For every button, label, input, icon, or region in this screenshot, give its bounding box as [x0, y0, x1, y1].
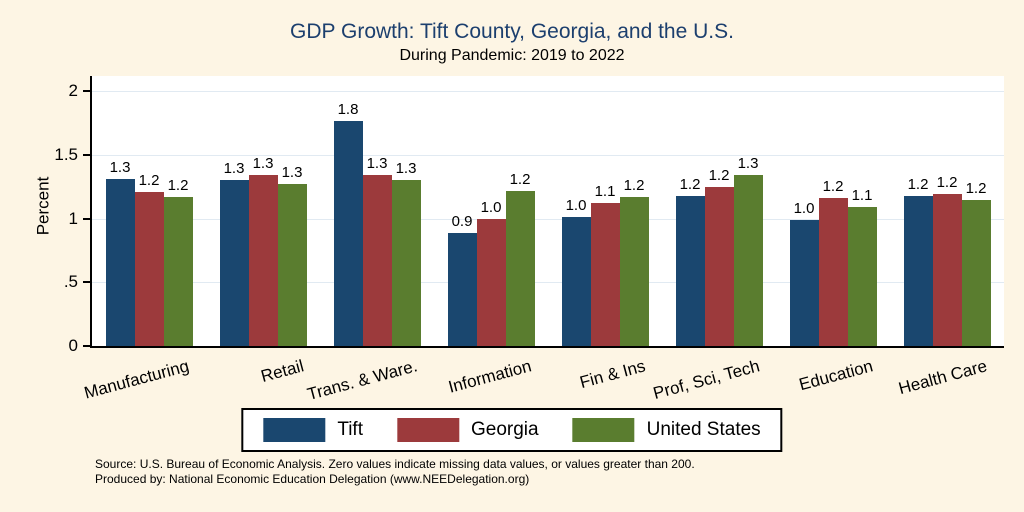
chart-subtitle: During Pandemic: 2019 to 2022 [399, 47, 625, 64]
bar-value-label: 1.1 [594, 183, 616, 201]
source-note-line2: Produced by: National Economic Education… [95, 472, 530, 486]
bar-value-label: 1.2 [822, 178, 844, 196]
plot-area: 0 .5 1 1.5 2 1.3 1.2 1.2 1.3 1.3 1.3 1.8 1.3 1.3 0.9 1… [54, 76, 1004, 404]
bar: 1.3 [277, 164, 307, 346]
bar: 1.3 [248, 155, 278, 346]
y-tick-label: 2 [68, 81, 78, 101]
x-axis-label: Fin & Ins [577, 356, 648, 393]
bar-group: 1.0 1.2 1.1 [776, 178, 890, 346]
source-notes: Source: U.S. Bureau of Economic Analysis… [95, 457, 695, 487]
bar-value-label: 1.3 [109, 159, 131, 177]
legend-item: Tift [263, 418, 363, 442]
y-tick-mark [83, 153, 90, 156]
bar-group: 1.3 1.3 1.3 [206, 155, 320, 346]
gridline [92, 282, 1004, 284]
legend-label: Georgia [471, 419, 539, 440]
x-axis-label: Manufacturing [82, 356, 192, 403]
y-axis-title: Percent [33, 176, 53, 236]
bar-value-label: 1.3 [252, 155, 274, 173]
y-tick-mark [83, 345, 90, 347]
y-tick-label: 1 [68, 208, 78, 228]
legend-swatch [572, 418, 635, 442]
bar-value-label: 1.1 [851, 187, 873, 205]
y-tick-label: .5 [63, 272, 78, 292]
legend-swatch [263, 418, 326, 442]
bar-value-label: 1.2 [936, 174, 958, 192]
legend-item: Georgia [397, 418, 539, 442]
bar-group: 0.9 1.0 1.2 [434, 171, 548, 346]
bar-group: 1.8 1.3 1.3 [320, 101, 434, 346]
bar: 1.0 [789, 200, 819, 346]
y-tick-mark [83, 281, 90, 284]
source-note-line1: Source: U.S. Bureau of Economic Analysis… [95, 457, 695, 471]
chart-title: GDP Growth: Tift County, Georgia, and th… [290, 20, 734, 43]
bar-value-label: 1.2 [509, 170, 531, 188]
bar: 1.1 [847, 187, 877, 346]
gridline [92, 154, 1004, 156]
bar: 1.2 [675, 176, 705, 346]
x-axis-labels: Manufacturing Retail Trans. & Ware. Informa… [82, 346, 1004, 406]
legend-swatch [397, 418, 459, 442]
bar-group: 1.2 1.2 1.3 [662, 155, 776, 346]
bar-value-label: 1.2 [907, 175, 929, 193]
y-tick-mark [83, 90, 90, 93]
bar-value-label: 1.2 [623, 177, 645, 194]
bar-value-label: 1.0 [565, 197, 587, 215]
bar-group: 1.2 1.2 1.2 [890, 174, 1004, 346]
bar-value-label: 1.2 [167, 177, 189, 194]
x-axis-label: Prof, Sci, Tech [650, 356, 762, 403]
bar-group: 1.3 1.2 1.2 [92, 159, 206, 346]
bar-value-label: 1.3 [281, 164, 303, 182]
bar: 1.2 [134, 172, 164, 346]
gridline [92, 91, 1004, 93]
bar: 1.2 [704, 167, 734, 346]
x-axis-label: Retail [258, 356, 306, 386]
bar: 1.0 [476, 199, 506, 346]
gridline [92, 218, 1004, 220]
bar-value-label: 1.2 [965, 179, 987, 197]
bar: 1.3 [105, 159, 135, 346]
bar: 1.3 [391, 160, 421, 346]
bar: 1.0 [561, 197, 591, 346]
bar-value-label: 1.8 [337, 100, 359, 118]
legend: Tift Georgia United States [241, 408, 783, 452]
bar-value-label: 1.3 [737, 155, 759, 173]
bar-value-label: 1.2 [708, 166, 730, 184]
bar: 1.2 [903, 176, 933, 346]
bar: 1.1 [590, 183, 620, 346]
bar: 1.3 [733, 155, 763, 346]
bar: 1.8 [333, 101, 363, 346]
bar-value-label: 1.0 [793, 199, 815, 217]
bar: 1.2 [818, 178, 848, 346]
bar-value-label: 1.3 [395, 160, 417, 178]
bar-value-label: 1.2 [138, 171, 160, 189]
bar-value-label: 1.0 [480, 198, 502, 216]
bar-group: 1.0 1.1 1.2 [548, 177, 662, 346]
bar: 1.3 [219, 160, 249, 346]
bar-groups: 1.3 1.2 1.2 1.3 1.3 1.3 1.8 1.3 1.3 0.9 1.0 1.2 1.0 1… [92, 76, 1004, 346]
bar-value-label: 0.9 [451, 212, 473, 230]
bar: 1.2 [932, 174, 962, 346]
bar: 1.2 [505, 171, 535, 346]
legend-label: United States [646, 419, 761, 440]
bar: 0.9 [447, 213, 477, 346]
bar: 1.3 [362, 155, 392, 346]
x-axis-label: Trans. & Ware. [305, 356, 420, 404]
x-axis-label: Information [446, 356, 534, 397]
x-axis-label: Health Care [896, 356, 990, 399]
bar-value-label: 1.3 [223, 160, 245, 178]
legend-item: United States [572, 418, 761, 442]
legend-label: Tift [337, 419, 363, 440]
bar-value-label: 1.3 [366, 155, 388, 173]
bar-value-label: 1.2 [679, 175, 701, 193]
x-axis-label: Education [797, 356, 876, 395]
bar: 1.2 [961, 180, 991, 346]
y-tick-label: 1.5 [54, 144, 78, 164]
y-tick-label: 0 [68, 336, 78, 355]
bar: 1.2 [619, 177, 649, 346]
bar: 1.2 [163, 177, 193, 346]
y-tick-mark [83, 217, 90, 220]
